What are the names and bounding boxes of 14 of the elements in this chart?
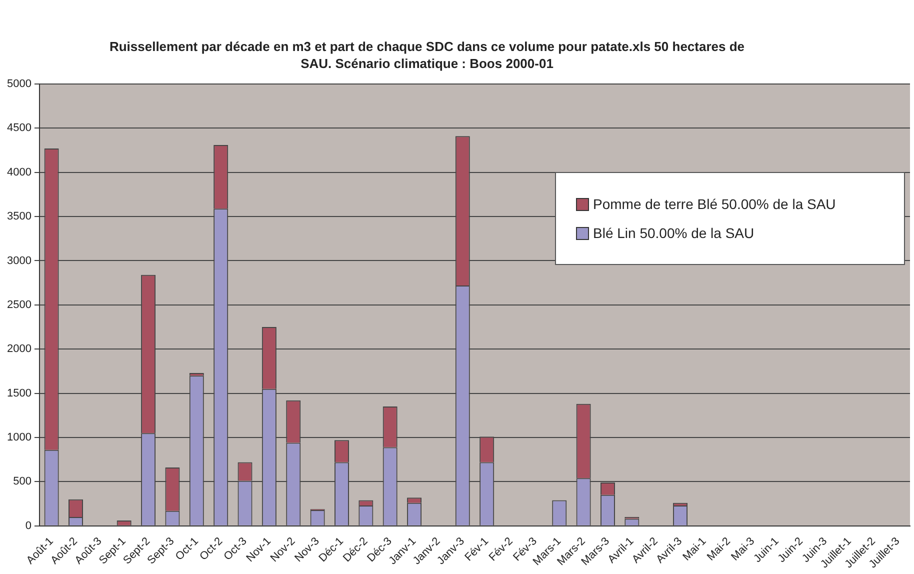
- chart-title: Ruissellement par décade en m3 et part de chaque SDC dans ce volume pour patate.xls 50 hectares de SAU. Scénario climatique : Boos 2000-01: [108, 38, 746, 72]
- y-tick-label: 1000: [6, 432, 32, 444]
- y-tick-label: 5000: [6, 78, 32, 90]
- y-tick-label: 3500: [6, 210, 32, 223]
- y-tick-label: 4500: [6, 122, 32, 134]
- y-tick-label: 3000: [6, 254, 32, 267]
- legend-label: Pomme de terre Blé 50.00% de la SAU: [593, 196, 836, 212]
- y-tick-label: 2000: [6, 343, 32, 356]
- y-tick-label: 1500: [6, 387, 32, 400]
- y-tick-label: 4000: [6, 166, 32, 178]
- y-tick-label: 0: [25, 520, 32, 532]
- y-tick-label: 500: [13, 476, 32, 488]
- legend-label: Blé Lin 50.00% de la SAU: [593, 225, 754, 241]
- y-tick-label: 2500: [6, 298, 32, 311]
